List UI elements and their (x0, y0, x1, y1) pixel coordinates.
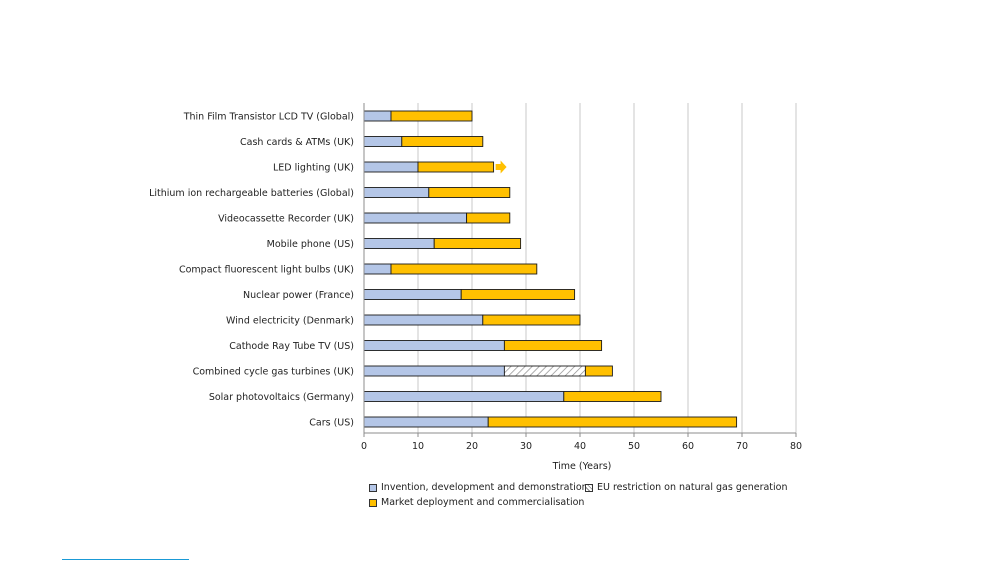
x-tick-label-70: 70 (736, 441, 748, 452)
x-tick-label-0: 0 (361, 441, 367, 452)
x-tick-label-50: 50 (628, 441, 640, 452)
x-tick-label-40: 40 (574, 441, 586, 452)
bar-compact-fluorescent-light-bulbs-uk-invention (363, 263, 392, 275)
category-label-videocassette-recorder-uk: Videocassette Recorder (UK) (218, 213, 354, 224)
category-label-nuclear-power-france: Nuclear power (France) (243, 290, 354, 301)
footnote-rule (62, 559, 189, 560)
bar-compact-fluorescent-light-bulbs-uk-market (390, 263, 538, 275)
bar-led-lighting-uk-market (417, 161, 495, 173)
bar-cathode-ray-tube-tv-us-invention (363, 340, 505, 351)
bar-mobile-phone-us-invention (363, 238, 435, 249)
bar-videocassette-recorder-uk-market (466, 212, 511, 224)
x-tick-label-80: 80 (790, 441, 802, 452)
legend-label-eu-restriction: EU restriction on natural gas generation (597, 482, 788, 493)
category-label-thin-film-transistor-lcd-tv-global: Thin Film Transistor LCD TV (Global) (183, 111, 354, 122)
bar-lithium-ion-rechargeable-batteries-global-invention (363, 187, 430, 198)
ongoing-arrow-led-lighting-uk (495, 160, 507, 174)
category-label-solar-photovoltaics-germany: Solar photovoltaics (Germany) (209, 392, 354, 403)
bar-wind-electricity-denmark-invention (363, 314, 484, 326)
legend-label-invention: Invention, development and demonstration (381, 482, 588, 493)
legend-item-eu-restriction: EU restriction on natural gas generation (585, 482, 788, 493)
category-label-cathode-ray-tube-tv-us: Cathode Ray Tube TV (US) (229, 341, 354, 352)
bar-combined-cycle-gas-turbines-uk-eu-restriction (503, 365, 586, 377)
x-tick-label-30: 30 (520, 441, 532, 452)
legend-swatch-market (369, 498, 377, 507)
category-label-compact-fluorescent-light-bulbs-uk: Compact fluorescent light bulbs (UK) (179, 264, 354, 275)
bar-combined-cycle-gas-turbines-uk-market (584, 365, 613, 377)
bar-cathode-ray-tube-tv-us-market (503, 340, 603, 351)
category-labels: Thin Film Transistor LCD TV (Global) Cash… (149, 111, 354, 428)
x-tick-label-10: 10 (412, 441, 424, 452)
bar-cash-cards-atms-uk-invention (363, 136, 403, 147)
legend-swatch-eu-restriction (585, 483, 593, 492)
category-label-cars-us: Cars (US) (309, 417, 354, 428)
bar-wind-electricity-denmark-market (482, 314, 581, 326)
bar-cars-us-invention (363, 416, 489, 428)
category-label-combined-cycle-gas-turbines-uk: Combined cycle gas turbines (UK) (193, 366, 354, 377)
legend-item-market: Market deployment and commercialisation (369, 497, 584, 508)
bar-led-lighting-uk-invention (363, 161, 419, 173)
bar-thin-film-transistor-lcd-tv-global-invention (363, 110, 392, 122)
x-tick-label-60: 60 (682, 441, 694, 452)
bars (363, 110, 738, 428)
x-axis-title: Time (Years) (552, 461, 612, 472)
legend-swatch-invention (369, 483, 377, 492)
bar-nuclear-power-france-invention (363, 289, 462, 300)
category-label-mobile-phone-us: Mobile phone (US) (267, 239, 354, 250)
x-axis: 0 10 20 30 40 50 60 70 80 (361, 103, 802, 452)
category-label-cash-cards-atms-uk: Cash cards & ATMs (UK) (240, 137, 354, 148)
category-label-led-lighting-uk: LED lighting (UK) (273, 162, 354, 173)
bar-mobile-phone-us-market (433, 238, 522, 249)
bar-solar-photovoltaics-germany-invention (363, 391, 565, 402)
legend-label-market: Market deployment and commercialisation (381, 497, 585, 508)
x-tick-label-20: 20 (466, 441, 478, 452)
bar-videocassette-recorder-uk-invention (363, 212, 468, 224)
legend-item-invention: Invention, development and demonstration (369, 482, 588, 493)
category-label-lithium-ion-rechargeable-batteries-global: Lithium ion rechargeable batteries (Glob… (149, 188, 354, 199)
bar-combined-cycle-gas-turbines-uk-invention (363, 365, 505, 377)
bar-thin-film-transistor-lcd-tv-global-market (390, 110, 473, 122)
bar-cash-cards-atms-uk-market (401, 136, 484, 147)
bar-cars-us-market (487, 416, 738, 428)
bar-nuclear-power-france-market (460, 289, 576, 300)
bar-lithium-ion-rechargeable-batteries-global-market (428, 187, 511, 198)
bar-solar-photovoltaics-germany-market (563, 391, 662, 402)
category-label-wind-electricity-denmark: Wind electricity (Denmark) (226, 315, 354, 326)
